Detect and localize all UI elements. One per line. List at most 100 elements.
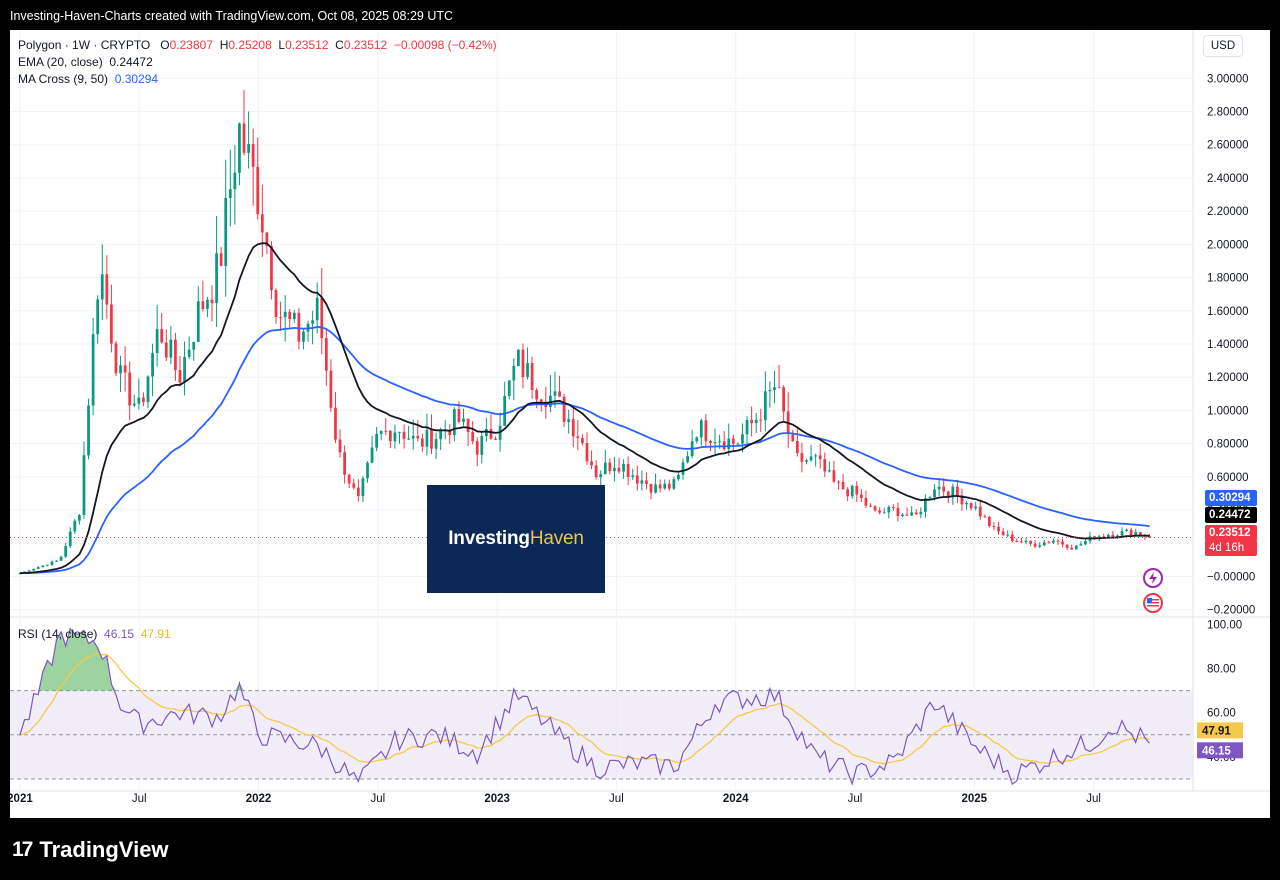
chart-panel[interactable]: 3.00000 2.80000 2.60000 2.40000 2.20000 2.000… <box>10 30 1270 818</box>
candle-body <box>997 526 1000 532</box>
candle-body <box>699 420 703 438</box>
candle-body <box>521 349 525 378</box>
candle-body <box>430 429 433 449</box>
candle-body <box>745 419 749 435</box>
candle-body <box>260 214 264 233</box>
candle-body <box>603 462 607 475</box>
watermark-text: InvestingHaven <box>448 528 584 550</box>
chart-canvas[interactable]: 3.00000 2.80000 2.60000 2.40000 2.20000 2.000… <box>10 30 1270 818</box>
ma-label[interactable]: MA Cross (9, 50) <box>18 72 109 86</box>
candle-body <box>773 387 776 391</box>
tradingview-mark-icon: 17 <box>12 838 33 861</box>
candle-body <box>905 514 909 516</box>
candle-body <box>228 189 232 198</box>
bolt-icon[interactable] <box>1143 568 1163 588</box>
candle-body <box>256 166 260 215</box>
candle-body <box>901 514 904 517</box>
candle-body <box>517 349 520 366</box>
candle-body <box>206 299 209 309</box>
watermark-brand-a: Investing <box>448 528 530 549</box>
candle-body <box>356 487 360 497</box>
candle-body <box>1102 536 1106 538</box>
ema-line <box>19 242 1150 575</box>
tradingview-logo[interactable]: 17 TradingView <box>12 837 169 863</box>
candle-body <box>347 474 351 484</box>
candle-body <box>832 470 836 482</box>
time-tick-label: 2025 <box>961 793 987 805</box>
rsi-tick-label: 80.00 <box>1207 664 1236 676</box>
candle-body <box>329 370 333 408</box>
ma-value: 0.30294 <box>114 72 159 86</box>
candle-body <box>375 433 379 448</box>
candle-body <box>475 441 479 455</box>
candle-body <box>791 434 795 442</box>
candle-body <box>827 470 831 472</box>
price-tick-label: −0.20000 <box>1207 605 1255 617</box>
price-tick-label: 2.20000 <box>1207 206 1249 218</box>
candle-body <box>795 441 799 454</box>
candle-body <box>55 560 58 562</box>
currency-button[interactable]: USD <box>1203 35 1243 57</box>
candle-body <box>411 435 415 439</box>
symbol-name[interactable]: Polygon · 1W · CRYPTO <box>18 38 151 52</box>
candle-body <box>777 387 781 389</box>
rsi-legend[interactable]: RSI (14, close) 46.15 47.91 <box>18 627 171 641</box>
candle-body <box>988 516 991 527</box>
candle-body <box>1033 543 1037 547</box>
candle-body <box>1079 544 1083 546</box>
ma-legend[interactable]: MA Cross (9, 50) 0.30294 <box>18 72 158 86</box>
candle-body <box>649 484 653 493</box>
candle-body <box>1010 534 1014 541</box>
candle-body <box>869 505 872 507</box>
candle-body <box>466 418 470 432</box>
symbol-legend[interactable]: Polygon · 1W · CRYPTO O0.23807 H0.25208 … <box>18 38 497 52</box>
candle-body <box>956 486 959 496</box>
candle-body <box>686 456 689 463</box>
candle-body <box>503 396 507 426</box>
candle-body <box>224 197 228 266</box>
candle-body <box>530 363 534 390</box>
candle-body <box>809 456 813 461</box>
ema-legend[interactable]: EMA (20, close) 0.24472 <box>18 55 153 69</box>
candle-body <box>645 480 648 485</box>
candle-body <box>1134 532 1138 536</box>
time-tick-label: 2022 <box>246 793 272 805</box>
close-value: 0.23512 <box>343 38 388 52</box>
candle-body <box>210 299 214 304</box>
candle-body <box>123 365 127 373</box>
ema-label[interactable]: EMA (20, close) <box>18 55 103 69</box>
candle-body <box>343 452 346 475</box>
candle-body <box>576 436 580 439</box>
candle-body <box>324 338 328 371</box>
candle-body <box>882 512 886 514</box>
candle-body <box>654 484 657 493</box>
candle-body <box>36 567 40 569</box>
candle-body <box>892 507 895 509</box>
candle-body <box>978 506 982 517</box>
rsi-label[interactable]: RSI (14, close) <box>18 627 98 641</box>
candle-body <box>91 334 95 406</box>
countdown-tag: 4d 16h <box>1205 540 1257 556</box>
candle-body <box>873 506 877 511</box>
candle-body <box>672 479 676 489</box>
candle-body <box>960 495 964 505</box>
candle-body <box>928 497 932 499</box>
us-flag-icon[interactable] <box>1143 593 1163 613</box>
candle-body <box>219 253 223 266</box>
time-tick-label: Jul <box>848 793 863 805</box>
candle-body <box>1029 540 1032 544</box>
price-tick-label: 1.60000 <box>1207 306 1249 318</box>
candle-body <box>635 475 639 484</box>
candle-body <box>887 507 891 513</box>
candle-body <box>974 506 978 509</box>
rsi-tag <box>1197 742 1243 759</box>
candle-body <box>64 546 68 557</box>
candle-body <box>114 343 118 374</box>
close-label: C <box>335 38 344 52</box>
candle-body <box>763 391 767 421</box>
candle-body <box>416 435 420 439</box>
candle-body <box>942 486 946 492</box>
change-value: −0.00098 (−0.42%) <box>393 38 497 52</box>
rsi-ma-value: 47.91 <box>140 627 171 641</box>
